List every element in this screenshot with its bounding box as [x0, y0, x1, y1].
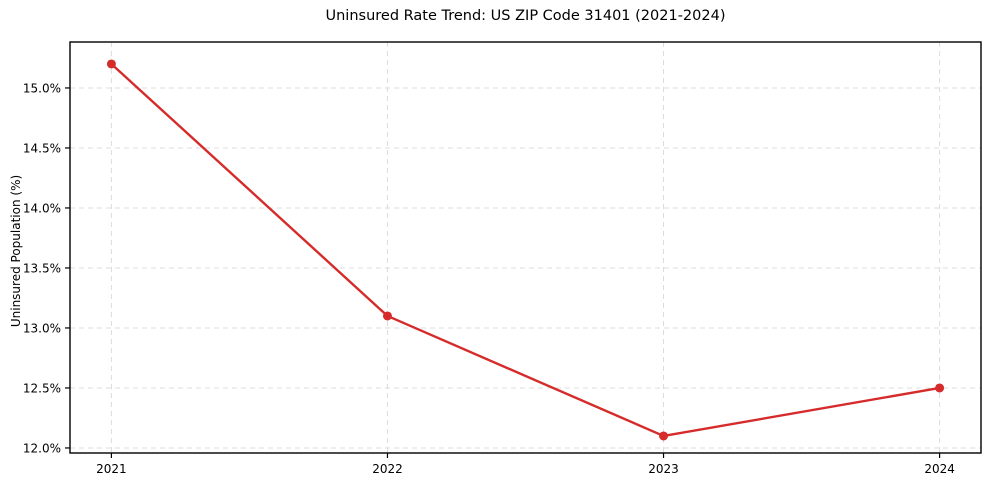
x-tick-label: 2023 — [648, 462, 679, 476]
plot-border — [69, 41, 982, 454]
trend-line — [110, 62, 941, 438]
x-tick-label: 2022 — [372, 462, 403, 476]
data-point-marker — [106, 59, 116, 69]
data-point-marker — [935, 383, 945, 393]
y-tick-label: 13.5% — [23, 261, 61, 275]
x-tick-label: 2021 — [96, 462, 127, 476]
y-tick-label: 13.0% — [23, 321, 61, 335]
y-tick-label: 14.5% — [23, 141, 61, 155]
x-tick-label: 2024 — [924, 462, 955, 476]
y-axis-label-text: Uninsured Population (%) — [9, 174, 23, 328]
chart-title: Uninsured Rate Trend: US ZIP Code 31401 … — [325, 8, 726, 24]
data-point-marker — [659, 431, 669, 441]
y-tick-label: 12.5% — [23, 381, 61, 395]
y-tick-label: 15.0% — [23, 81, 61, 95]
y-tick-label: 12.0% — [23, 441, 61, 455]
data-point-marker — [382, 311, 392, 321]
y-tick-label: 14.0% — [23, 201, 61, 215]
